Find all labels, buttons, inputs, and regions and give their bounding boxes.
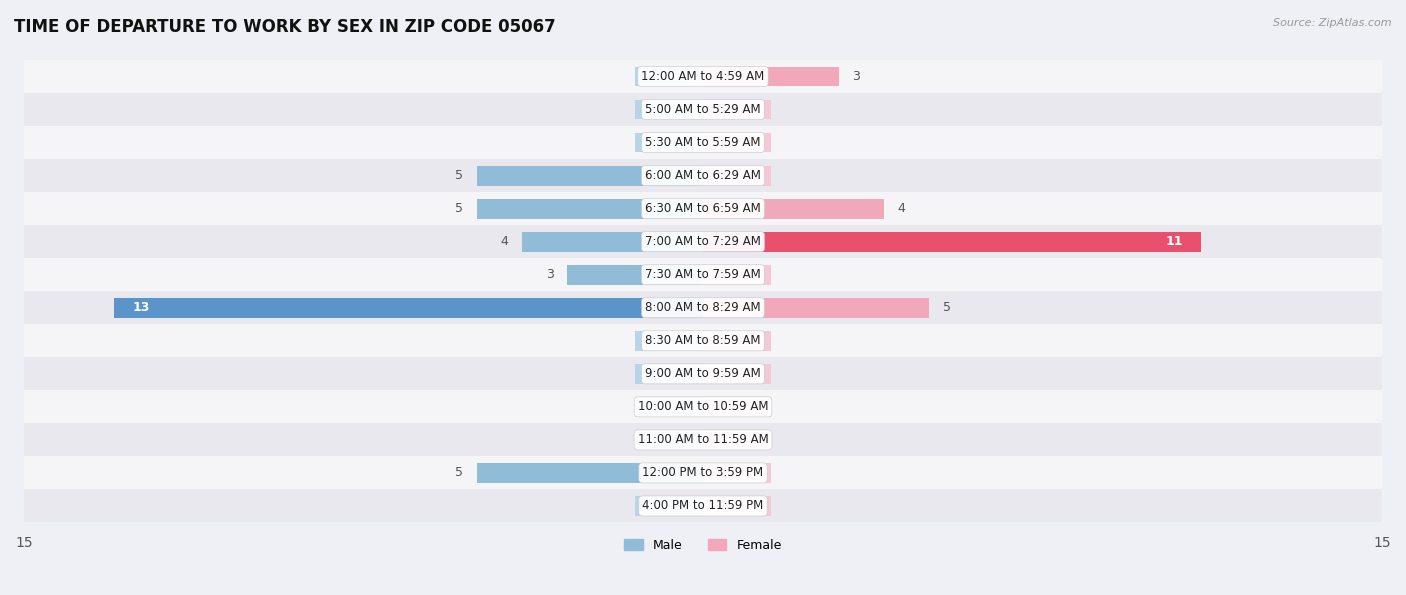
Text: 9:00 AM to 9:59 AM: 9:00 AM to 9:59 AM — [645, 367, 761, 380]
Text: 5: 5 — [943, 301, 950, 314]
Bar — [636, 199, 703, 218]
Bar — [703, 298, 929, 318]
Bar — [636, 298, 703, 318]
Text: 6:30 AM to 6:59 AM: 6:30 AM to 6:59 AM — [645, 202, 761, 215]
Bar — [477, 165, 703, 186]
Text: 10:00 AM to 10:59 AM: 10:00 AM to 10:59 AM — [638, 400, 768, 414]
Text: 3: 3 — [546, 268, 554, 281]
Bar — [24, 126, 1382, 159]
Bar — [24, 258, 1382, 291]
Bar — [24, 456, 1382, 490]
Bar — [636, 430, 703, 450]
Text: 5: 5 — [456, 169, 463, 182]
Bar — [636, 496, 703, 516]
Bar — [703, 67, 770, 86]
Text: 0: 0 — [682, 136, 689, 149]
Text: 4:00 PM to 11:59 PM: 4:00 PM to 11:59 PM — [643, 499, 763, 512]
Text: 3: 3 — [852, 70, 860, 83]
Text: 0: 0 — [717, 466, 724, 480]
Text: 12:00 AM to 4:59 AM: 12:00 AM to 4:59 AM — [641, 70, 765, 83]
Legend: Male, Female: Male, Female — [619, 534, 787, 557]
Bar — [703, 298, 770, 318]
Bar — [636, 265, 703, 284]
Bar — [24, 490, 1382, 522]
Text: Source: ZipAtlas.com: Source: ZipAtlas.com — [1274, 18, 1392, 28]
Text: 0: 0 — [682, 70, 689, 83]
Bar — [24, 390, 1382, 424]
Bar — [636, 67, 703, 86]
Bar — [703, 265, 770, 284]
Text: 0: 0 — [682, 103, 689, 116]
Bar — [24, 159, 1382, 192]
Bar — [636, 133, 703, 152]
Bar — [477, 199, 703, 218]
Text: 0: 0 — [717, 103, 724, 116]
Text: 8:00 AM to 8:29 AM: 8:00 AM to 8:29 AM — [645, 301, 761, 314]
Bar — [703, 397, 770, 416]
Bar — [24, 225, 1382, 258]
Text: 0: 0 — [717, 334, 724, 347]
Text: 11: 11 — [1166, 235, 1182, 248]
Bar — [24, 291, 1382, 324]
Text: 0: 0 — [717, 268, 724, 281]
Bar — [636, 397, 703, 416]
Bar — [24, 324, 1382, 358]
Bar — [567, 265, 703, 284]
Text: 5:30 AM to 5:59 AM: 5:30 AM to 5:59 AM — [645, 136, 761, 149]
Text: 7:00 AM to 7:29 AM: 7:00 AM to 7:29 AM — [645, 235, 761, 248]
Bar — [24, 93, 1382, 126]
Bar — [703, 165, 770, 186]
Text: 0: 0 — [717, 400, 724, 414]
Bar — [703, 133, 770, 152]
Bar — [703, 430, 770, 450]
Text: 4: 4 — [897, 202, 905, 215]
Bar — [636, 364, 703, 384]
Text: 5: 5 — [456, 466, 463, 480]
Bar — [703, 463, 770, 483]
Text: 13: 13 — [132, 301, 150, 314]
Text: 0: 0 — [682, 499, 689, 512]
Text: 5: 5 — [456, 202, 463, 215]
Text: 0: 0 — [717, 367, 724, 380]
Text: 4: 4 — [501, 235, 509, 248]
Text: 12:00 PM to 3:59 PM: 12:00 PM to 3:59 PM — [643, 466, 763, 480]
Text: 0: 0 — [717, 433, 724, 446]
Bar — [24, 192, 1382, 225]
Bar — [703, 364, 770, 384]
Bar — [703, 496, 770, 516]
Bar — [703, 232, 770, 252]
Bar — [636, 99, 703, 120]
Text: 11:00 AM to 11:59 AM: 11:00 AM to 11:59 AM — [638, 433, 768, 446]
Bar — [477, 463, 703, 483]
Bar — [703, 199, 884, 218]
Bar — [636, 165, 703, 186]
Text: 0: 0 — [682, 334, 689, 347]
Bar — [114, 298, 703, 318]
Text: 0: 0 — [717, 499, 724, 512]
Bar — [636, 463, 703, 483]
Text: 7:30 AM to 7:59 AM: 7:30 AM to 7:59 AM — [645, 268, 761, 281]
Bar — [636, 331, 703, 350]
Text: 0: 0 — [682, 433, 689, 446]
Text: TIME OF DEPARTURE TO WORK BY SEX IN ZIP CODE 05067: TIME OF DEPARTURE TO WORK BY SEX IN ZIP … — [14, 18, 555, 36]
Bar — [703, 199, 770, 218]
Bar — [703, 99, 770, 120]
Bar — [703, 331, 770, 350]
Bar — [703, 232, 1201, 252]
Text: 6:00 AM to 6:29 AM: 6:00 AM to 6:29 AM — [645, 169, 761, 182]
Bar — [636, 232, 703, 252]
Bar — [24, 60, 1382, 93]
Bar — [24, 424, 1382, 456]
Bar — [24, 358, 1382, 390]
Text: 0: 0 — [682, 400, 689, 414]
Text: 0: 0 — [717, 169, 724, 182]
Text: 0: 0 — [717, 136, 724, 149]
Bar — [703, 67, 839, 86]
Text: 8:30 AM to 8:59 AM: 8:30 AM to 8:59 AM — [645, 334, 761, 347]
Text: 0: 0 — [682, 367, 689, 380]
Text: 5:00 AM to 5:29 AM: 5:00 AM to 5:29 AM — [645, 103, 761, 116]
Bar — [522, 232, 703, 252]
